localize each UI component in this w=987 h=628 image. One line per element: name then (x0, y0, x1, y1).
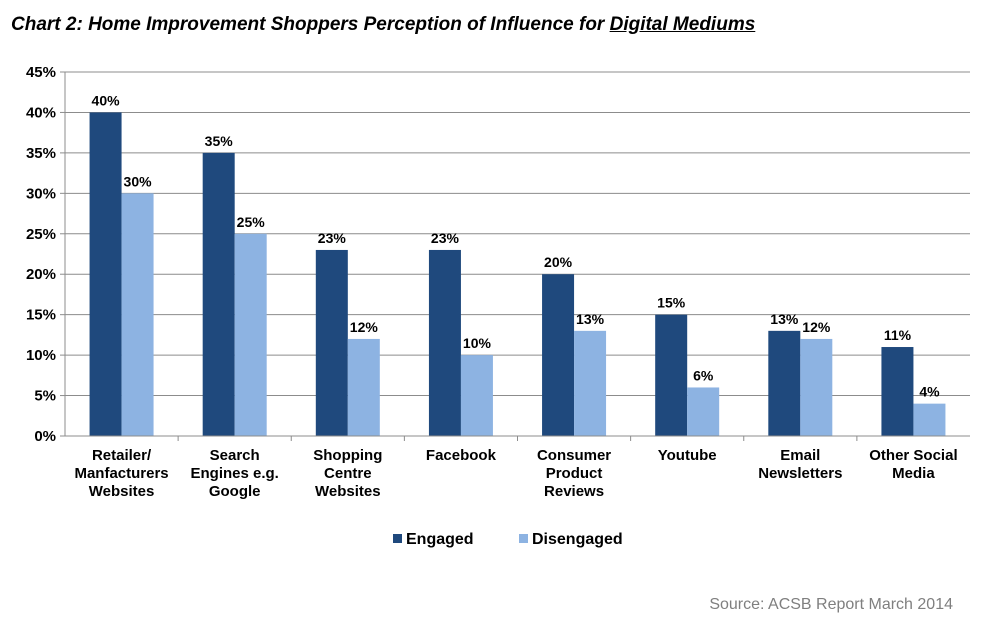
bar-disengaged (460, 355, 493, 436)
chart-title: Chart 2: Home Improvement Shoppers Perce… (11, 14, 755, 36)
x-tick-label: Search Engines e.g. Google (191, 447, 279, 500)
x-tick-label: Shopping Centre Websites (313, 447, 382, 500)
legend: Engaged Disengaged (393, 531, 623, 548)
data-label: 40% (92, 92, 121, 108)
chart-title-underlined: Digital Mediums (609, 14, 756, 35)
bar-engaged (202, 152, 235, 436)
bar-engaged (768, 330, 801, 436)
bar-engaged (881, 347, 914, 436)
bar-disengaged (687, 387, 720, 436)
bar-disengaged (913, 403, 946, 436)
y-tick-label: 35% (26, 145, 56, 162)
x-tick-label: Facebook (426, 447, 497, 464)
x-tick-label: Consumer Product Reviews (537, 447, 611, 500)
data-label: 12% (350, 319, 379, 335)
bar-engaged (89, 112, 122, 436)
bars (89, 112, 946, 436)
data-label: 20% (544, 254, 573, 270)
data-label: 12% (802, 319, 831, 335)
data-label: 23% (318, 230, 347, 246)
data-label: 10% (463, 335, 492, 351)
bar-engaged (428, 249, 461, 436)
bar-disengaged (347, 338, 380, 436)
bar-disengaged (574, 330, 607, 436)
legend-label-disengaged: Disengaged (532, 531, 623, 548)
y-tick-label: 20% (26, 266, 56, 283)
x-tick-label: Other Social Media (869, 447, 957, 482)
data-label: 13% (576, 311, 605, 327)
data-label: 11% (884, 327, 912, 343)
data-label: 4% (919, 384, 940, 400)
bar-engaged (542, 274, 575, 436)
x-tick-label: Email Newsletters (758, 447, 842, 482)
data-label: 35% (205, 133, 234, 149)
source-note: Source: ACSB Report March 2014 (709, 596, 953, 613)
y-tick-label: 40% (26, 104, 56, 121)
gridlines (65, 71, 970, 397)
legend-swatch-disengaged (519, 534, 528, 543)
bar-disengaged (800, 338, 833, 436)
x-tick-label: Retailer/Manfacturers Websites (74, 447, 168, 500)
data-label: 30% (124, 173, 153, 189)
bar-disengaged (121, 193, 154, 436)
legend-swatch-engaged (393, 534, 402, 543)
chart-title-prefix: Chart 2: Home Improvement Shoppers Perce… (11, 14, 610, 35)
bar-disengaged (234, 233, 267, 436)
y-tick-label: 15% (26, 307, 56, 324)
data-label: 25% (237, 214, 266, 230)
y-tick-label: 0% (34, 428, 56, 445)
data-label: 23% (431, 230, 460, 246)
y-tick-label: 5% (34, 388, 56, 405)
x-tick-label: Youtube (658, 447, 717, 464)
bar-engaged (655, 314, 688, 436)
data-label: 13% (770, 311, 799, 327)
x-axis: Retailer/Manfacturers Websites Search Engin… (65, 435, 970, 500)
y-axis: 0% 5% 10% 15% 20% 25% 30% 35% 40% 45% (26, 64, 66, 445)
y-tick-label: 25% (26, 226, 56, 243)
bar-engaged (315, 249, 348, 436)
y-tick-label: 30% (26, 185, 56, 202)
data-label: 15% (657, 295, 686, 311)
data-label: 6% (693, 367, 714, 383)
legend-label-engaged: Engaged (406, 531, 474, 548)
y-tick-label: 45% (26, 64, 56, 81)
data-labels: 40%30%35%25%23%12%23%10%20%13%15%6%13%12… (92, 92, 941, 399)
y-tick-label: 10% (26, 347, 56, 364)
